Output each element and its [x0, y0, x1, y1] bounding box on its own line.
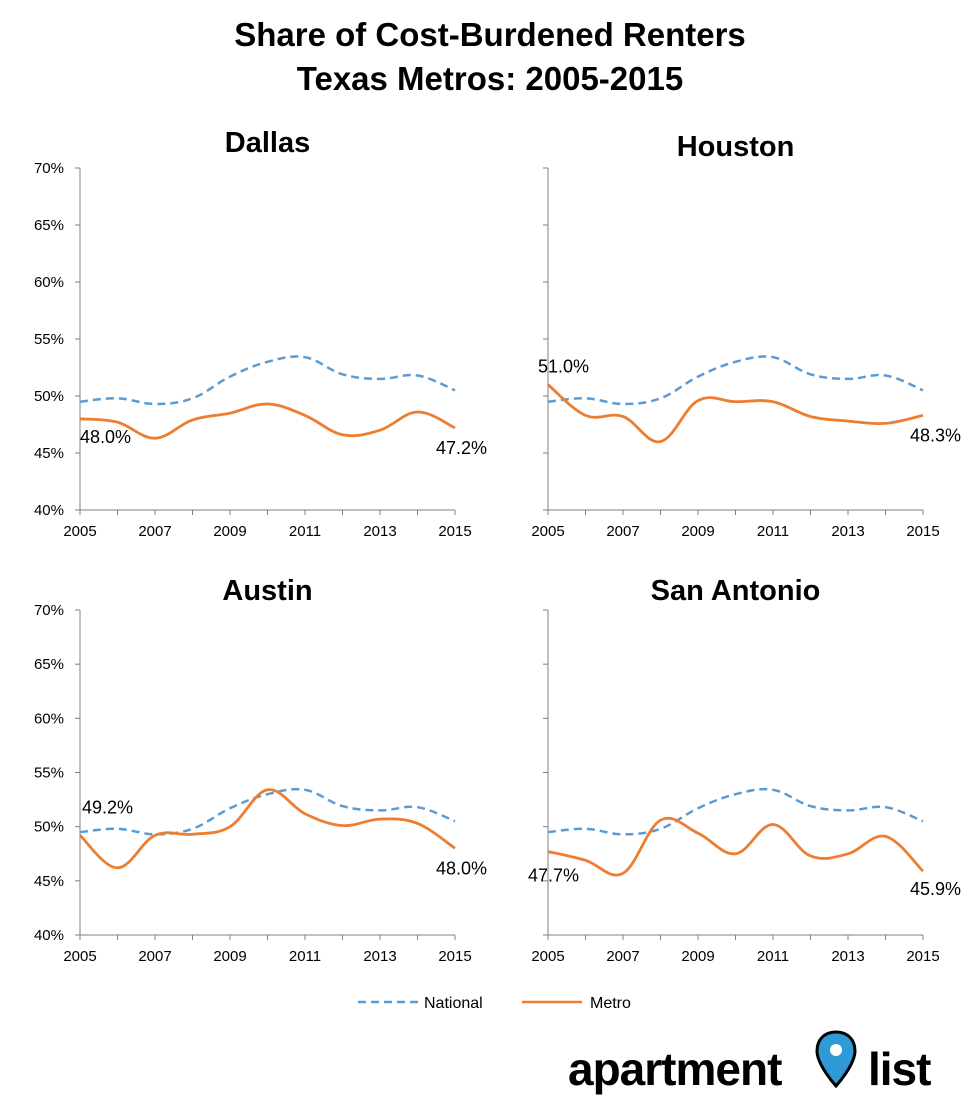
logo-text-apartment: apartment: [568, 1043, 782, 1095]
x-tick-label: 2005: [531, 948, 564, 965]
y-tick-label: 60%: [34, 710, 64, 727]
metro-line-houston: [547, 383, 924, 444]
x-tick-label: 2011: [289, 948, 321, 965]
y-tick-label: 45%: [34, 445, 64, 462]
x-tick-label: 2013: [831, 523, 864, 540]
data-label: 51.0%: [538, 357, 589, 377]
apartment-list-logo: apartment list: [568, 1028, 948, 1098]
x-tick-label: 2013: [363, 948, 396, 965]
y-tick-label: 70%: [34, 160, 64, 177]
national-line-houston: [547, 355, 924, 406]
logo-text-list: list: [868, 1043, 931, 1095]
panel-houston: Houston 2005 2007 2009 2011 2013 2015 51.0% 48.3…: [531, 131, 961, 540]
map-pin-icon: [815, 1030, 857, 1088]
x-tick-label: 2007: [138, 948, 171, 965]
y-tick-label: 55%: [34, 331, 64, 348]
y-tick-label: 65%: [34, 656, 64, 673]
x-tick-label: 2013: [363, 523, 396, 540]
national-line-dallas: [79, 355, 456, 406]
national-line-austin: [79, 787, 456, 836]
y-tick-label: 70%: [34, 602, 64, 619]
y-tick-label: 40%: [34, 927, 64, 944]
panel-title-austin: Austin: [222, 575, 312, 607]
chart-title-line-1: Share of Cost-Burdened Renters: [234, 16, 746, 53]
data-label: 48.3%: [910, 425, 961, 445]
y-tick-label: 55%: [34, 765, 64, 782]
x-tick-label: 2005: [63, 523, 96, 540]
x-tick-label: 2011: [757, 948, 789, 965]
panel-san-antonio: San Antonio 2005 2007 2009 2011 2013 2015 47.7%…: [528, 575, 961, 965]
legend-metro-label: Metro: [590, 995, 631, 1012]
x-tick-label: 2013: [831, 948, 864, 965]
x-tick-label: 2015: [438, 523, 471, 540]
x-tick-label: 2007: [606, 523, 639, 540]
metro-line-austin: [79, 788, 456, 870]
x-tick-label: 2007: [138, 523, 171, 540]
y-tick-label: 60%: [34, 274, 64, 291]
x-tick-label: 2007: [606, 948, 639, 965]
x-tick-label: 2009: [681, 523, 714, 540]
x-tick-label: 2005: [531, 523, 564, 540]
chart-title-line-2: Texas Metros: 2005-2015: [296, 60, 684, 97]
x-tick-label: 2009: [213, 948, 246, 965]
metro-line-dallas: [79, 402, 456, 440]
metro-line-san-antonio: [547, 816, 925, 877]
x-tick-label: 2015: [906, 948, 939, 965]
x-tick-label: 2011: [757, 523, 789, 540]
y-tick-label: 65%: [34, 217, 64, 234]
x-tick-label: 2015: [438, 948, 471, 965]
data-label: 45.9%: [910, 879, 961, 899]
data-label: 47.7%: [528, 866, 579, 886]
y-tick-label: 40%: [34, 502, 64, 519]
x-tick-label: 2005: [63, 948, 96, 965]
legend: National Metro: [358, 995, 631, 1012]
legend-national-label: National: [424, 995, 483, 1012]
x-tick-label: 2011: [289, 523, 321, 540]
panel-dallas: Dallas 40% 45% 50% 55% 60% 65% 70% 2005 2007 2009 2…: [34, 127, 487, 540]
panel-title-houston: Houston: [677, 131, 795, 163]
national-line-san-antonio: [547, 787, 924, 836]
data-label: 49.2%: [82, 797, 133, 817]
x-tick-label: 2009: [681, 948, 714, 965]
data-label: 47.2%: [436, 438, 487, 458]
data-label: 48.0%: [80, 427, 131, 447]
panel-title-san-antonio: San Antonio: [651, 575, 821, 607]
x-tick-label: 2009: [213, 523, 246, 540]
panel-title-dallas: Dallas: [225, 127, 310, 159]
y-tick-label: 50%: [34, 819, 64, 836]
panel-austin: Austin 40% 45% 50% 55% 60% 65% 70% 2005 2007 2009 2…: [34, 575, 487, 965]
x-tick-label: 2015: [906, 523, 939, 540]
y-tick-label: 50%: [34, 388, 64, 405]
data-label: 48.0%: [436, 858, 487, 878]
y-tick-label: 45%: [34, 873, 64, 890]
